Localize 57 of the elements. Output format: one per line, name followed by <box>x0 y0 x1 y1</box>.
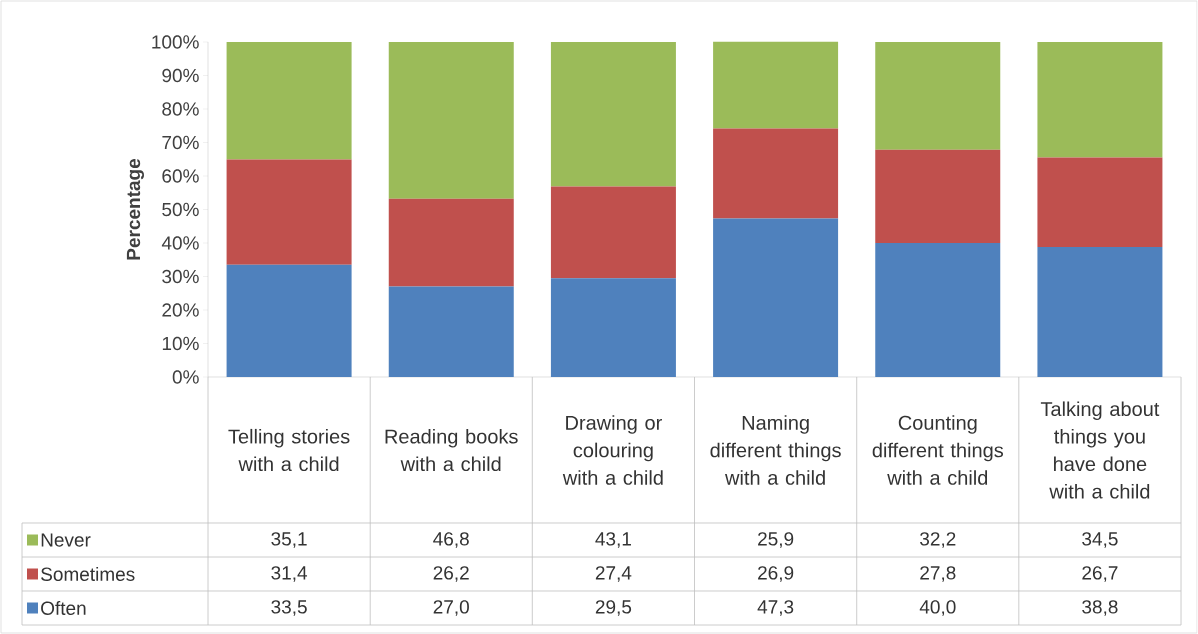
bar <box>875 149 1001 243</box>
bar <box>388 41 514 199</box>
y-tick-label: 0% <box>172 370 199 384</box>
y-tick-label: 90% <box>162 68 199 83</box>
bar <box>550 278 676 377</box>
bar <box>713 128 839 219</box>
data-label: 38,8 <box>1082 600 1118 616</box>
data-label: 35,1 <box>271 532 307 548</box>
data-label: 25,9 <box>758 532 794 548</box>
data-label: 32,2 <box>920 532 956 548</box>
data-label: 26,7 <box>1082 566 1118 582</box>
data-label: 43,1 <box>595 532 631 548</box>
data-label: 47,3 <box>757 600 794 616</box>
bar <box>1037 247 1163 377</box>
y-tick-label: 30% <box>162 269 199 284</box>
y-tick-label: 60% <box>162 169 199 183</box>
data-label: 34,5 <box>1082 532 1118 548</box>
data-label: 31,4 <box>271 566 308 582</box>
data-label: 33,5 <box>271 600 307 616</box>
data-label: 29,5 <box>595 600 632 616</box>
x-tick-label: Counting different things with a child <box>872 415 1004 485</box>
x-tick-label: Talking about things you have done with a child <box>1040 401 1160 499</box>
x-tick-label: Reading books with a child <box>385 428 518 472</box>
bar <box>388 286 514 377</box>
x-tick-label: Drawing or colouring with a child <box>562 415 663 485</box>
data-label: 40,0 <box>919 600 956 616</box>
bar <box>226 159 352 265</box>
bar <box>875 242 1001 377</box>
bar <box>388 198 514 287</box>
data-label: 26,9 <box>758 566 794 582</box>
bar <box>875 41 1001 150</box>
y-axis-title: Percentage <box>126 158 145 260</box>
x-tick-label: Telling stories with a child <box>228 428 350 472</box>
legend-label: Never <box>41 533 91 547</box>
y-tick-label: 50% <box>162 202 199 217</box>
bar <box>1037 41 1163 158</box>
bar <box>226 41 352 160</box>
legend-label: Often <box>41 601 86 615</box>
bar <box>550 186 676 279</box>
y-tick-label: 80% <box>162 102 199 116</box>
data-label: 27,4 <box>595 566 632 582</box>
legend-label: Sometimes <box>41 567 135 581</box>
data-label: 46,8 <box>433 532 469 548</box>
data-label: 26,2 <box>433 566 469 582</box>
bar <box>713 41 839 129</box>
y-tick-label: 20% <box>162 303 199 317</box>
y-tick-label: 10% <box>162 336 199 351</box>
bar <box>550 41 676 187</box>
bar <box>1037 157 1163 248</box>
y-tick-label: 70% <box>162 135 199 150</box>
bar <box>713 218 839 377</box>
bar <box>226 264 352 377</box>
y-tick-label: 40% <box>161 236 199 250</box>
data-label: 27,0 <box>433 600 469 616</box>
x-tick-label: Naming different things with a child <box>710 415 841 485</box>
data-label: 27,8 <box>920 566 956 582</box>
y-tick-label: 100% <box>152 35 199 49</box>
